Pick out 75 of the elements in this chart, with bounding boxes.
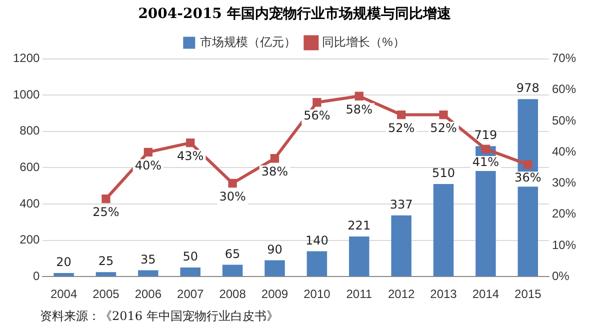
- data-label: 25: [98, 254, 114, 268]
- x-tick-label: 2006: [134, 287, 162, 302]
- point: [102, 194, 110, 204]
- data-label: 140: [305, 233, 328, 248]
- data-label: 41%: [472, 155, 500, 170]
- y-tick-label: 800: [20, 124, 40, 138]
- data-label: 65: [224, 246, 240, 261]
- data-label: 20: [56, 255, 72, 270]
- data-label: 43%: [177, 148, 204, 163]
- data-label: 52%: [430, 120, 457, 135]
- bar: [54, 272, 74, 276]
- y-tick-label: 0: [33, 268, 40, 283]
- y2-tick-label: 30%: [552, 176, 576, 190]
- data-label: 56%: [304, 108, 330, 122]
- y-tick-label: 1200: [12, 51, 40, 66]
- bar: [96, 272, 116, 276]
- y2-tick-label: 20%: [552, 206, 576, 221]
- text: 资料来源：《2016 年中国宠物行业白皮书》: [40, 308, 278, 325]
- data-label: 58%: [346, 102, 372, 116]
- x-tick-label: 2010: [304, 287, 331, 302]
- bar: [222, 264, 243, 276]
- y-tick-label: 400: [20, 196, 40, 210]
- x-tick-label: 2012: [388, 287, 415, 302]
- data-label: 221: [348, 218, 371, 233]
- data-label: 36%: [514, 170, 542, 185]
- y-tick-label: 1000: [12, 87, 40, 102]
- y2-tick-label: 40%: [552, 144, 576, 158]
- point: [186, 138, 195, 148]
- point: [354, 92, 364, 100]
- x-tick-label: 2014: [472, 287, 500, 302]
- y2-tick-label: 70%: [552, 51, 576, 66]
- data-label: 35: [140, 252, 156, 266]
- point: [524, 160, 532, 169]
- bar: [349, 236, 370, 276]
- point: [270, 154, 280, 163]
- data-label: 25%: [92, 204, 120, 219]
- y2-tick-label: 60%: [552, 82, 576, 96]
- bar: [391, 215, 412, 276]
- data-label: 40%: [134, 158, 162, 172]
- data-label: 52%: [388, 120, 415, 135]
- x-tick-label: 2015: [514, 287, 542, 302]
- point: [312, 98, 322, 107]
- x-tick-label: 2009: [261, 287, 288, 302]
- x-tick-label: 2008: [219, 287, 246, 302]
- data-label: 719: [474, 128, 498, 142]
- x-tick-label: 2007: [177, 287, 204, 302]
- point: [396, 110, 406, 120]
- point: [439, 110, 448, 120]
- data-label: 510: [432, 166, 455, 180]
- x-tick-label: 2004: [50, 287, 78, 302]
- y2-tick-label: 0%: [552, 268, 570, 283]
- bar: [138, 270, 158, 276]
- bar: [433, 184, 454, 276]
- data-label: 337: [390, 198, 413, 212]
- legend-label: 同比增长（%）: [322, 35, 405, 50]
- y-tick-label: 600: [20, 160, 40, 174]
- chart-title: 2004-2015 年国内宠物行业市场规模与同比增速: [138, 5, 452, 22]
- x-tick-label: 2005: [92, 287, 120, 302]
- legend-label: 市场规模（亿元）: [200, 35, 296, 50]
- data-label: 30%: [219, 189, 246, 204]
- y-tick-label: 200: [20, 232, 40, 247]
- y2-tick-label: 50%: [552, 113, 576, 128]
- bar: [264, 260, 285, 276]
- bar: [180, 268, 200, 276]
- bar: [306, 251, 328, 276]
- x-tick-label: 2013: [430, 287, 458, 302]
- data-label: 50: [182, 250, 198, 264]
- point: [481, 144, 490, 154]
- data-label: 978: [516, 81, 540, 96]
- y2-tick-label: 10%: [552, 238, 576, 252]
- data-label: 38%: [261, 164, 288, 178]
- data-label: 90: [267, 242, 282, 256]
- point: [144, 148, 152, 156]
- x-tick-label: 2011: [346, 287, 372, 302]
- point: [228, 178, 237, 188]
